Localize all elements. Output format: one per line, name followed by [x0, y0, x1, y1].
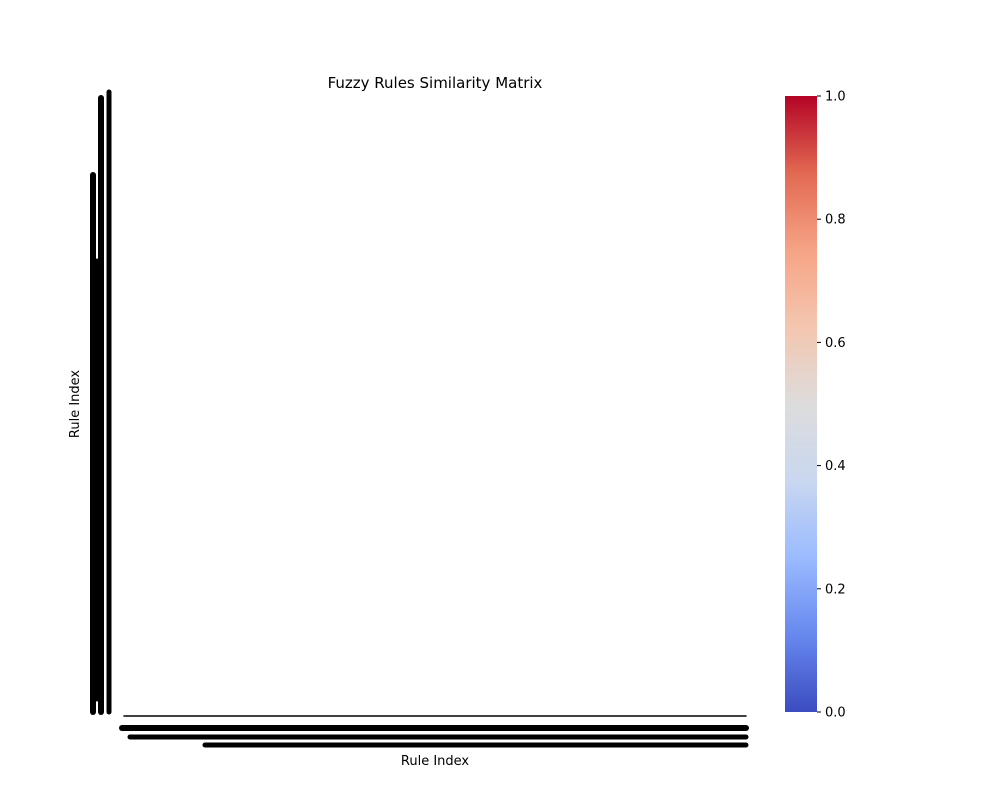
colorbar-tick-label: 0.2 [825, 582, 846, 597]
y-axis-label: Rule Index [68, 370, 83, 439]
colorbar [785, 96, 817, 712]
colorbar-tick-label: 0.6 [825, 336, 846, 351]
chart-title: Fuzzy Rules Similarity Matrix [328, 74, 543, 92]
colorbar-ticks: 0.0 0.2 0.4 0.6 0.8 1.0 [817, 90, 846, 721]
colorbar-tick-label: 0.0 [825, 706, 846, 721]
colorbar-tick-label: 1.0 [825, 90, 846, 105]
x-tick-labels [119, 715, 749, 748]
colorbar-tick-label: 0.4 [825, 459, 846, 474]
heatmap-plot-area [112, 96, 746, 712]
y-tick-labels [90, 89, 112, 715]
colorbar-tick-label: 0.8 [825, 213, 846, 228]
x-axis-label: Rule Index [401, 754, 470, 769]
